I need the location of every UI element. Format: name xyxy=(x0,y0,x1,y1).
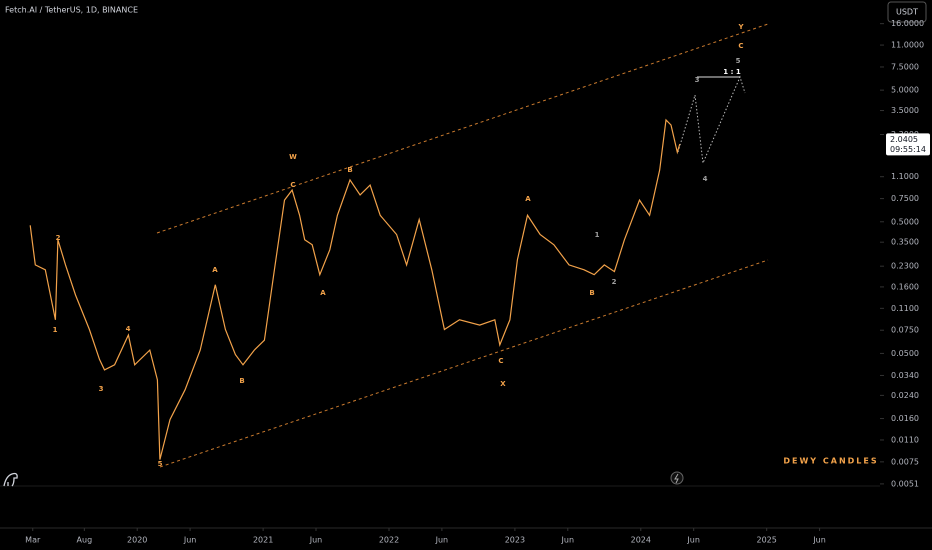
y-tick-label: 16.0000 xyxy=(891,19,924,28)
last-price-label: 2.0405 xyxy=(890,135,918,144)
watermark: DEWY CANDLES xyxy=(783,457,878,466)
y-tick-label: 0.7500 xyxy=(891,194,919,203)
wave-label: 2 xyxy=(56,234,61,242)
x-tick-label: 2022 xyxy=(379,536,399,545)
lightning-icon[interactable] xyxy=(670,471,684,485)
wave-label: 1 xyxy=(595,231,600,239)
channel-lower xyxy=(159,259,769,468)
wave-label: C xyxy=(498,357,503,365)
x-tick-label: Jun xyxy=(183,536,197,545)
projection-path xyxy=(677,75,746,165)
y-tick-label: 0.0075 xyxy=(891,457,919,466)
wave-label: 2 xyxy=(612,278,617,286)
wave-label: C xyxy=(738,42,743,50)
wave-label: 3 xyxy=(695,76,700,84)
wave-label: C xyxy=(290,181,295,189)
wave-label: 1 : 1 xyxy=(723,68,741,76)
y-tick-label: 0.0500 xyxy=(891,349,919,358)
y-tick-label: 0.5000 xyxy=(891,217,919,226)
y-tick-label: 0.1600 xyxy=(891,282,919,291)
wave-label: B xyxy=(589,289,594,297)
y-tick-label: 0.0340 xyxy=(891,371,919,380)
wave-label: W xyxy=(289,153,297,161)
price-line xyxy=(29,118,681,460)
wave-label: A xyxy=(212,266,218,274)
wave-label: A xyxy=(525,195,531,203)
y-tick-label: 3.5000 xyxy=(891,106,919,115)
currency-button[interactable] xyxy=(887,1,927,23)
x-tick-label: 2024 xyxy=(631,536,651,545)
wave-label: 4 xyxy=(703,175,708,183)
y-tick-label: 1.1000 xyxy=(891,172,919,181)
wave-label: Y xyxy=(737,23,744,31)
x-tick-label: Jun xyxy=(435,536,449,545)
y-tick-label: 0.0051 xyxy=(891,479,919,488)
x-tick-label: Jun xyxy=(686,536,700,545)
wave-label: 5 xyxy=(736,57,741,65)
y-tick-label: 0.0160 xyxy=(891,414,919,423)
chart-title: Fetch.AI / TetherUS, 1D, BINANCE xyxy=(5,6,138,15)
x-tick-label: Aug xyxy=(77,536,93,545)
y-tick-label: 0.0240 xyxy=(891,391,919,400)
y-tick-label: 0.3500 xyxy=(891,238,919,247)
wave-label: 1 xyxy=(53,326,58,334)
currency-button-label: USDT xyxy=(896,8,918,17)
y-tick-label: 7.5000 xyxy=(891,62,919,71)
x-tick-label: 2021 xyxy=(253,536,273,545)
wave-label: 3 xyxy=(99,385,104,393)
wave-label: B xyxy=(239,377,244,385)
x-tick-label: Jun xyxy=(309,536,323,545)
lightning-glyph xyxy=(674,473,679,484)
wave-label: B xyxy=(347,166,352,174)
x-tick-label: 2020 xyxy=(127,536,147,545)
x-tick-label: 2023 xyxy=(505,536,525,545)
countdown-label: 09:55:14 xyxy=(890,145,926,154)
y-tick-label: 11.0000 xyxy=(891,41,924,50)
y-tick-label: 0.2300 xyxy=(891,262,919,271)
y-tick-label: 0.0750 xyxy=(891,326,919,335)
wave-label: X xyxy=(500,380,506,388)
x-tick-label: Mar xyxy=(25,536,41,545)
y-tick-label: 0.1100 xyxy=(891,304,919,313)
x-tick-label: Jun xyxy=(561,536,575,545)
x-tick-label: 2025 xyxy=(757,536,777,545)
wave-label: 5 xyxy=(158,460,163,468)
wave-label: 4 xyxy=(126,325,131,333)
y-tick-label: 5.0000 xyxy=(891,86,919,95)
x-tick-label: Jun xyxy=(812,536,826,545)
logo-icon xyxy=(3,472,18,487)
y-tick-label: 0.0110 xyxy=(891,435,919,444)
last-price-box xyxy=(886,133,930,156)
wave-label: A xyxy=(320,289,326,297)
